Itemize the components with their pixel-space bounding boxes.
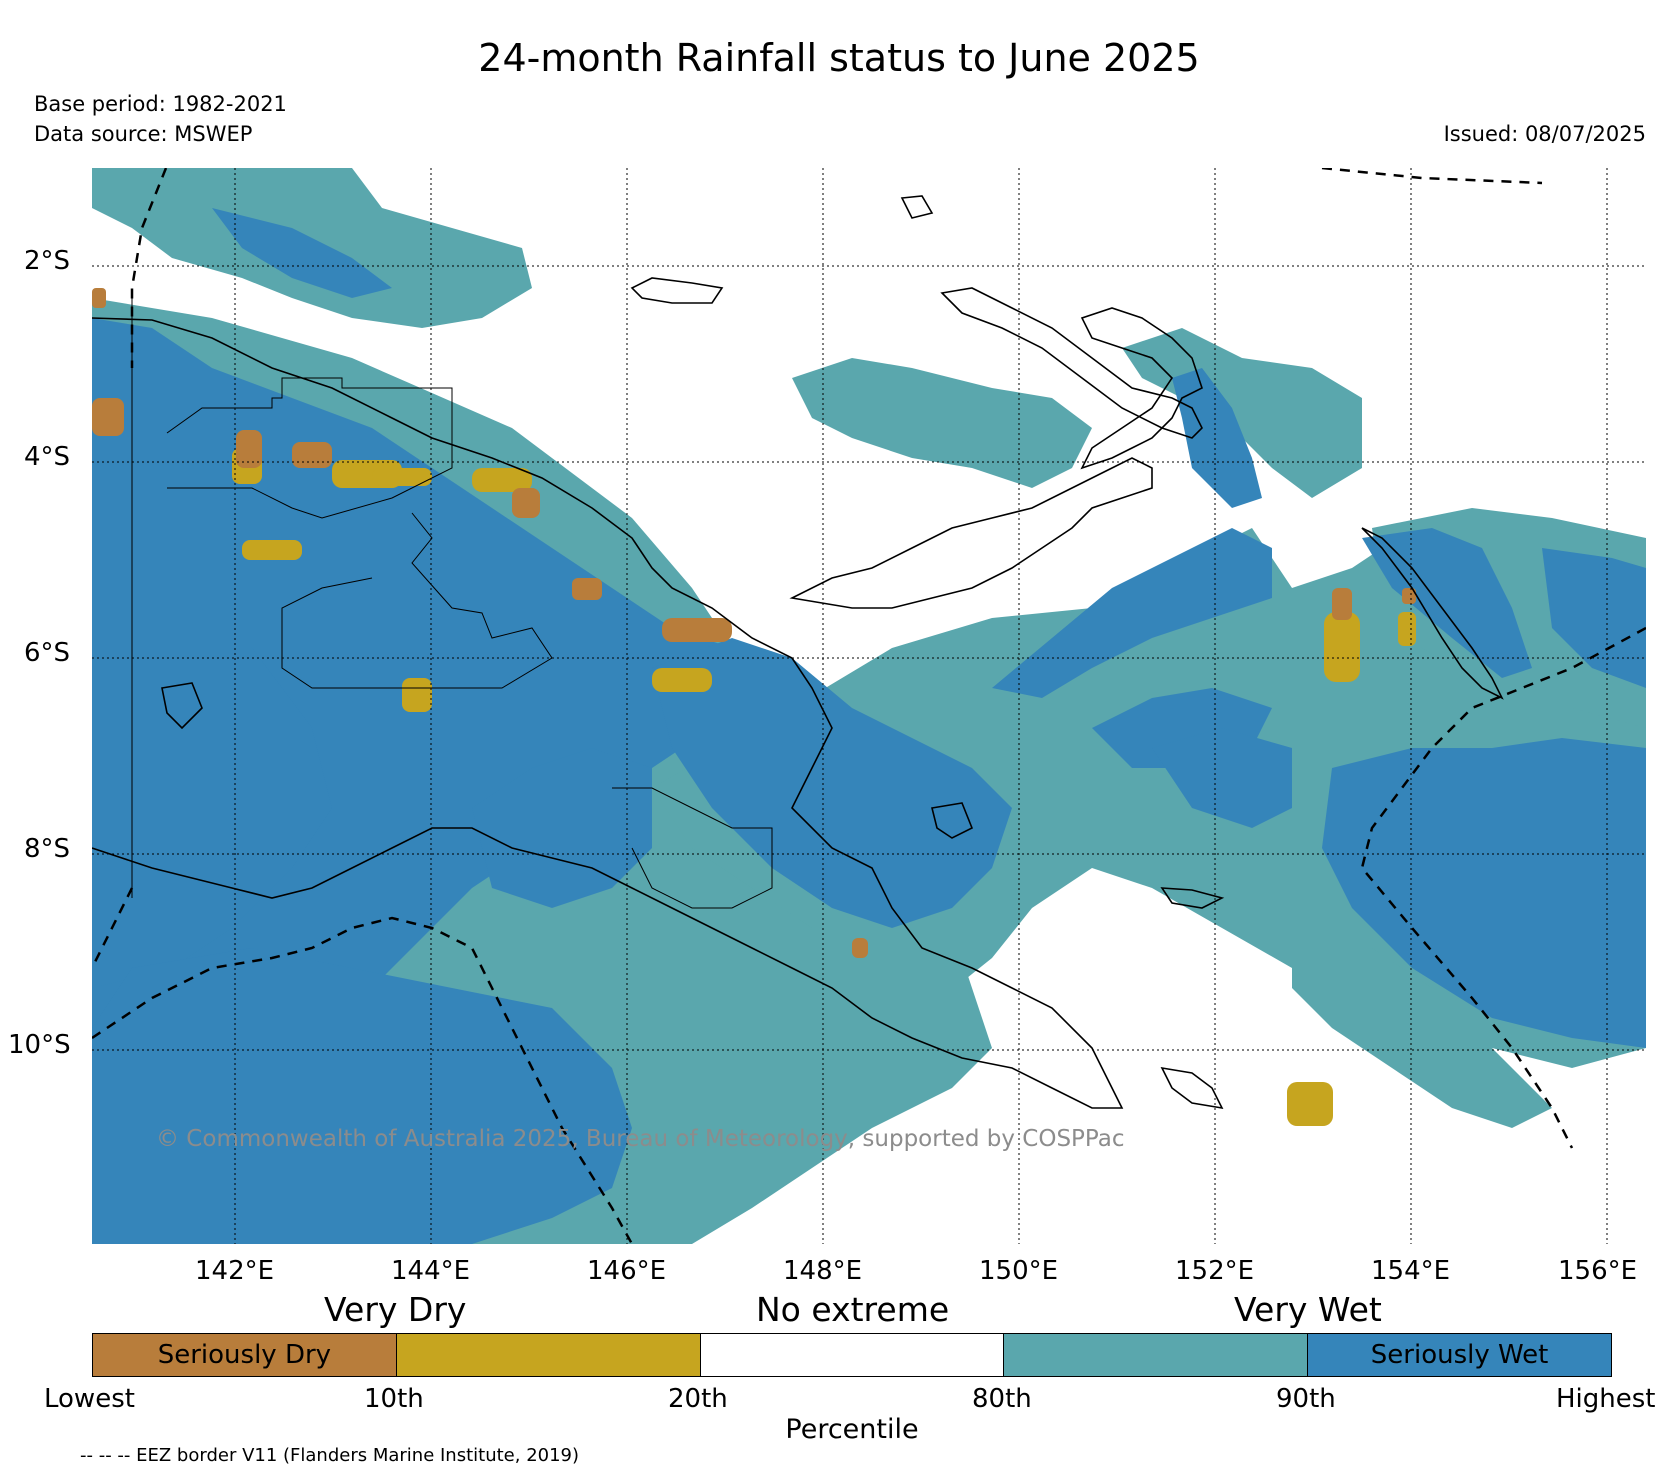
- legend-colorbar: Seriously Dry Seriously Wet: [92, 1333, 1612, 1377]
- borders: [131, 298, 773, 909]
- data-source-text: Data source: MSWEP: [34, 122, 253, 146]
- issued-date-text: Issued: 08/07/2025: [1443, 122, 1646, 146]
- legend-tick-10th: 10th: [364, 1384, 424, 1414]
- legend-header-very-dry: Very Dry: [324, 1290, 467, 1329]
- lon-label-148e: 148°E: [783, 1256, 863, 1286]
- rainfall-map[interactable]: © Commonwealth of Australia 2025, Bureau…: [92, 168, 1646, 1244]
- lon-label-156e: 156°E: [1558, 1256, 1638, 1286]
- lat-label-10s: 10°S: [8, 1030, 71, 1060]
- lat-label-2s: 2°S: [24, 246, 71, 276]
- legend-axis-label: Percentile: [785, 1414, 919, 1445]
- graticule: [92, 168, 1646, 1244]
- lon-label-150e: 150°E: [979, 1256, 1059, 1286]
- eez-border-note: -- -- -- EEZ border V11 (Flanders Marine…: [80, 1445, 580, 1466]
- map-canvas: [92, 168, 1646, 1244]
- lat-label-4s: 4°S: [24, 442, 71, 472]
- lon-label-142e: 142°E: [195, 1256, 275, 1286]
- legend-seg-very-dry: [396, 1334, 701, 1376]
- legend-seg-no-extreme: [700, 1334, 1005, 1376]
- lat-label-6s: 6°S: [24, 638, 71, 668]
- lon-label-154e: 154°E: [1371, 1256, 1451, 1286]
- map-title: 24-month Rainfall status to June 2025: [478, 36, 1200, 80]
- lon-label-152e: 152°E: [1175, 1256, 1255, 1286]
- legend-tick-highest: Highest: [1556, 1384, 1656, 1414]
- base-period-text: Base period: 1982-2021: [34, 92, 287, 116]
- legend-tick-lowest: Lowest: [44, 1384, 135, 1414]
- legend-tick-20th: 20th: [668, 1384, 728, 1414]
- seriously-dry-areas: [92, 288, 1416, 958]
- eez-borders: [92, 168, 1646, 1244]
- lon-label-144e: 144°E: [391, 1256, 471, 1286]
- legend-tick-90th: 90th: [1276, 1384, 1336, 1414]
- lat-label-8s: 8°S: [24, 834, 71, 864]
- copyright-notice: © Commonwealth of Australia 2025, Bureau…: [156, 1126, 1125, 1152]
- coastlines: [92, 195, 1504, 1110]
- legend-seg-seriously-dry: Seriously Dry: [93, 1334, 397, 1376]
- legend-seg-very-wet: [1004, 1334, 1309, 1376]
- legend-seg-seriously-wet: Seriously Wet: [1308, 1334, 1611, 1376]
- legend-tick-80th: 80th: [972, 1384, 1032, 1414]
- legend-header-no-extreme: No extreme: [756, 1290, 950, 1329]
- legend-header-very-wet: Very Wet: [1234, 1290, 1382, 1329]
- lon-label-146e: 146°E: [587, 1256, 667, 1286]
